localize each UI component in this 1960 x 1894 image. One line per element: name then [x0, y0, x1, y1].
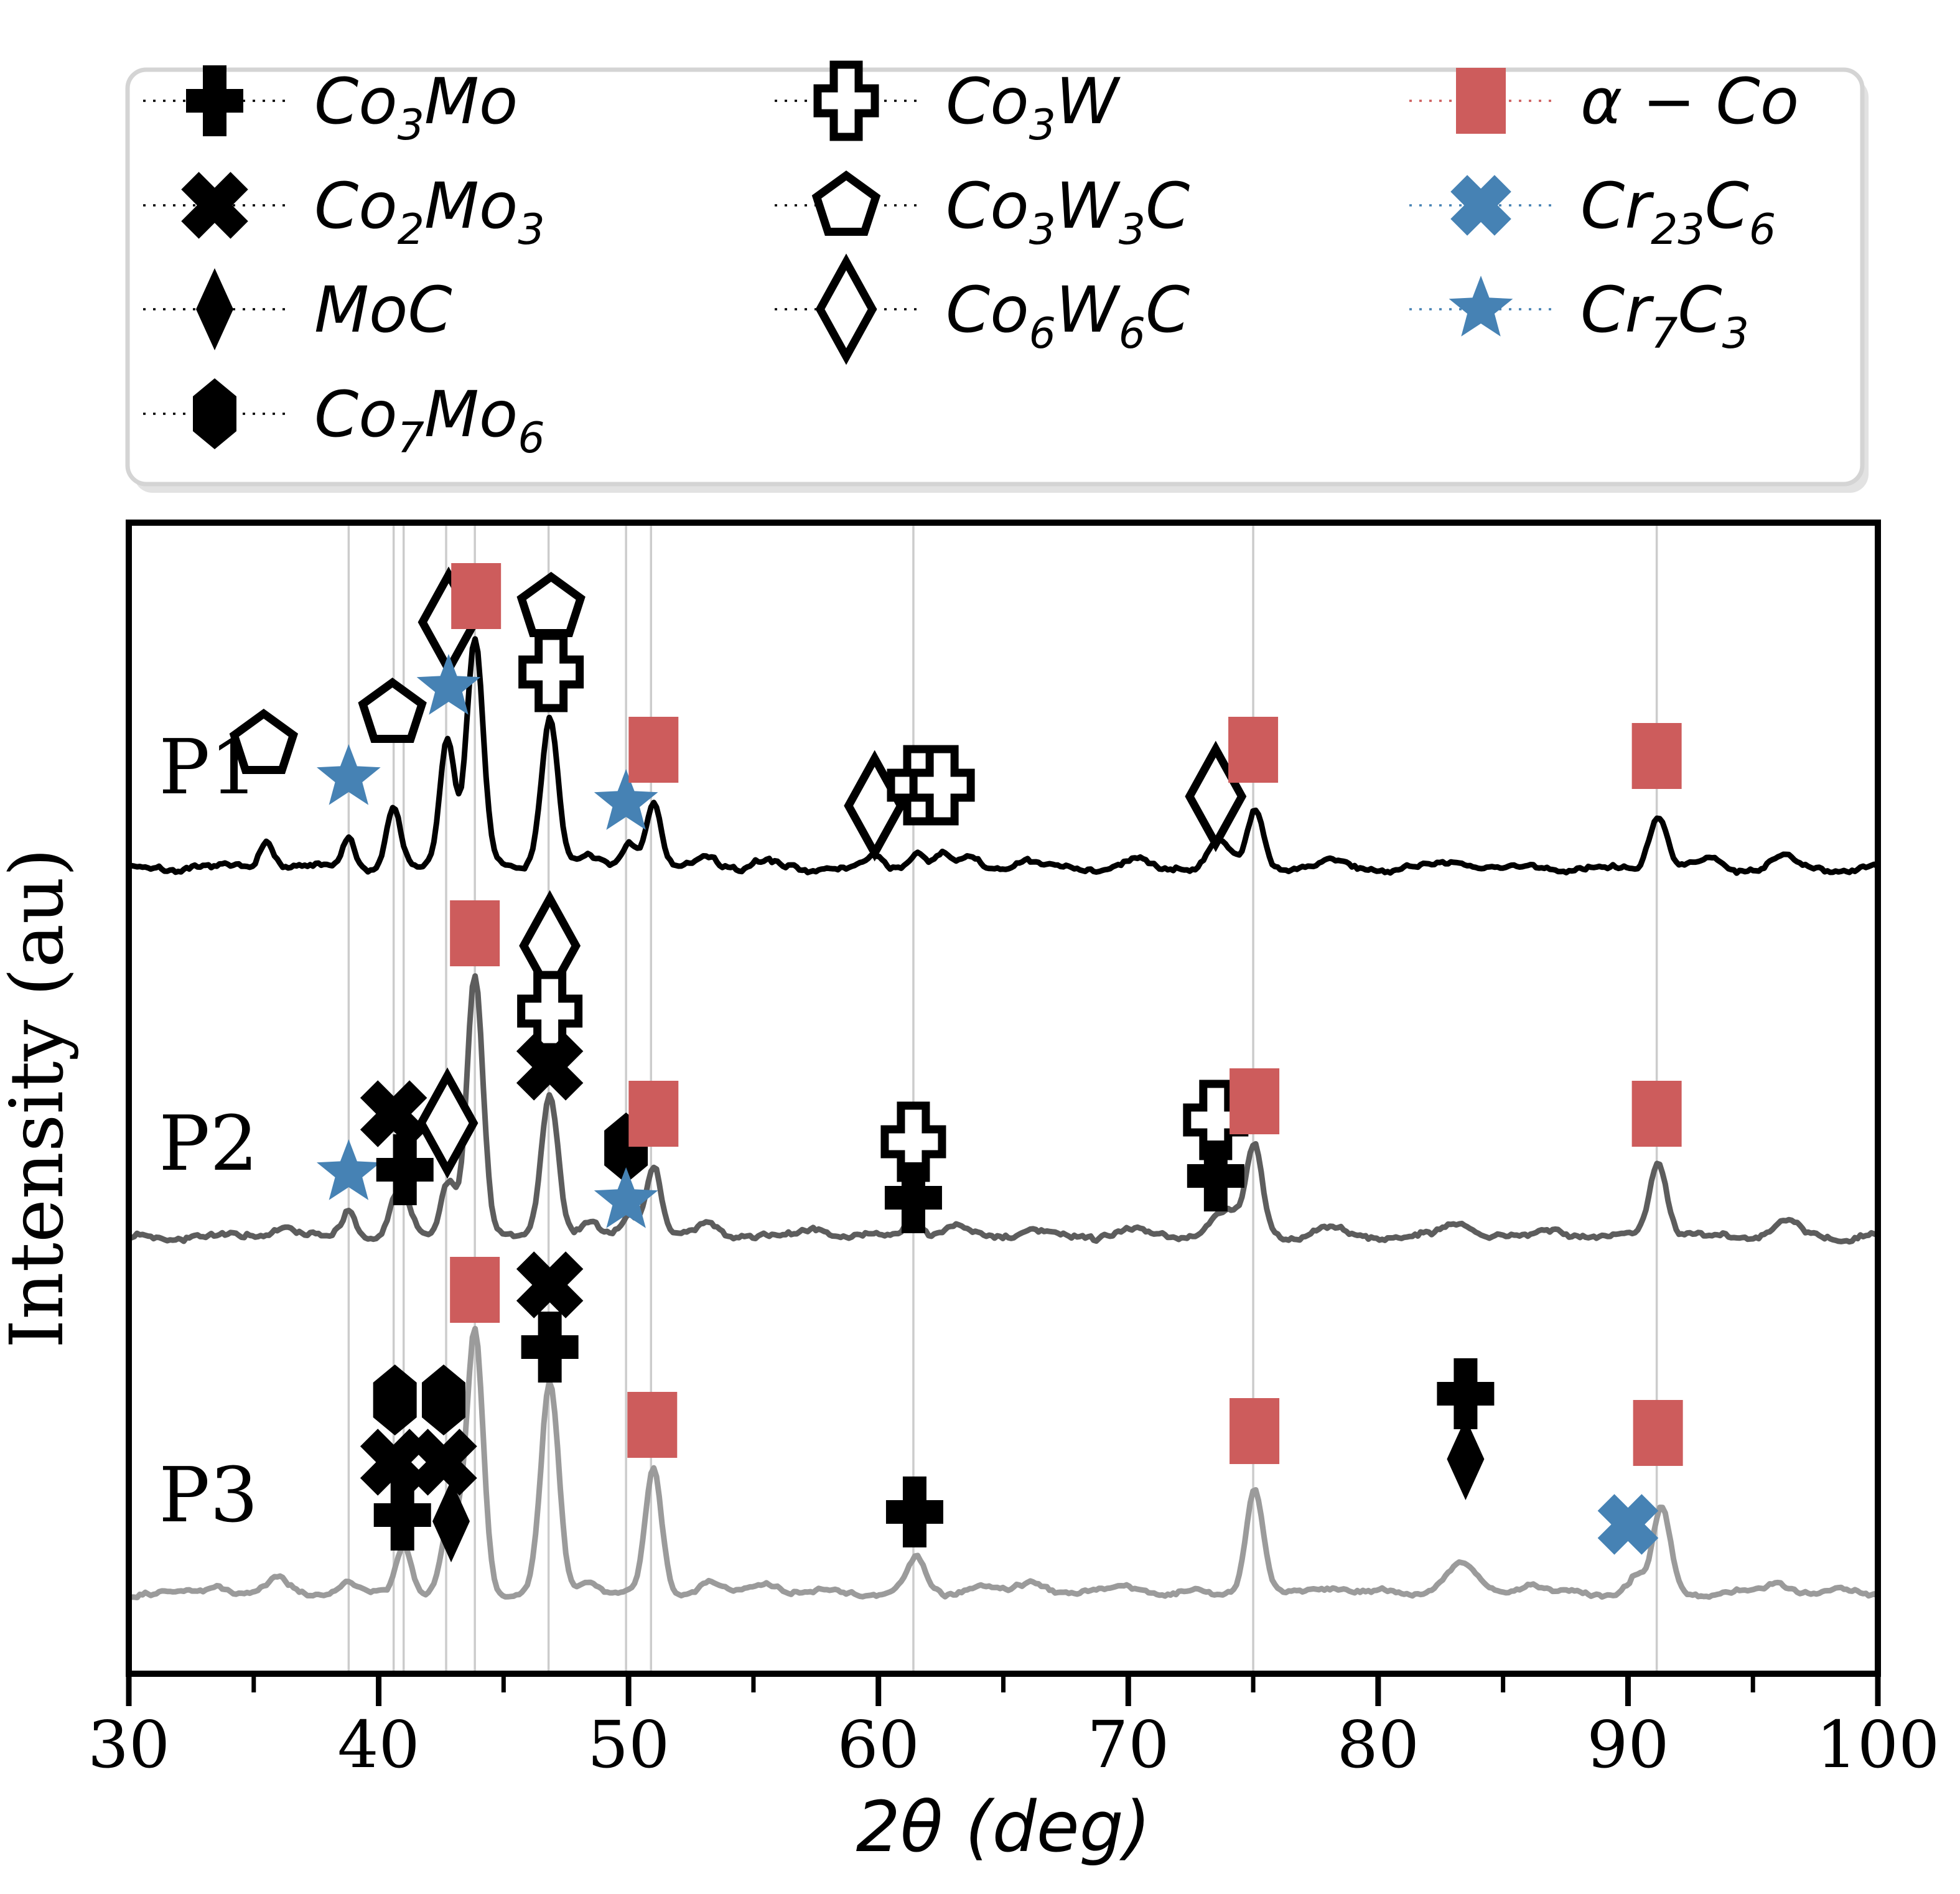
marker-alpha-co-square	[451, 563, 502, 629]
marker-alpha-co-square	[1228, 717, 1279, 783]
marker-cr7c3-star	[594, 769, 658, 830]
marker-co3mo-plus	[1437, 1358, 1495, 1429]
legend-frame	[125, 67, 1865, 487]
marker-co7mo6-hexagon	[373, 1365, 417, 1435]
tick-label-40: 40	[337, 1707, 419, 1783]
marker-alpha-co-square	[628, 717, 679, 783]
legend-entry-co3mo: Co3Mo	[143, 65, 518, 150]
legend-entry-moc: MoC	[143, 268, 452, 350]
marker-co2mo3-x	[410, 1429, 477, 1496]
plot-area: P1 P2 P3 30 40 50 60 70 80 90 100	[88, 520, 1939, 1783]
marker-co3w-open-plus	[813, 60, 879, 141]
legend-entry-co3w: Co3W	[775, 60, 1121, 150]
marker-co3w-open-plus	[518, 632, 584, 712]
marker-co3w3c-pentagon	[358, 677, 427, 743]
tick-label-70: 70	[1087, 1707, 1169, 1783]
marker-co3mo-plus	[376, 1134, 434, 1205]
legend-entry-cr7c3: Cr7C3	[1409, 273, 1749, 358]
marker-co3w-open-plus	[909, 745, 975, 826]
marker-alpha-co-square	[450, 900, 500, 966]
legend-entry-co7mo6: Co7Mo6	[143, 378, 545, 463]
marker-alpha-co-square	[1631, 723, 1682, 789]
marker-alpha-co-square	[450, 1257, 500, 1323]
marker-co3mo-plus	[186, 65, 243, 136]
tick-label-100: 100	[1816, 1707, 1940, 1783]
tick-label-50: 50	[587, 1707, 670, 1783]
marker-moc-diamond	[432, 1480, 470, 1562]
phase-markers	[229, 563, 1683, 1562]
marker-alpha-co-square	[1631, 1081, 1682, 1147]
marker-cr7c3-star	[594, 1167, 658, 1228]
marker-cr7c3-star	[416, 654, 481, 715]
marker-cr23c6-x	[1450, 175, 1511, 236]
tick-label-90: 90	[1587, 1707, 1669, 1783]
legend-label-co2mo3: Co2Mo3	[314, 169, 545, 254]
tick-label-30: 30	[88, 1707, 170, 1783]
marker-alpha-co-square	[1633, 1400, 1683, 1466]
legend-label-moc: MoC	[314, 273, 452, 347]
legend-label-cr23c6: Cr23C6	[1580, 169, 1776, 254]
x-axis-tick-labels: 30 40 50 60 70 80 90 100	[88, 1707, 1939, 1783]
marker-alpha-co-square	[1230, 1398, 1280, 1464]
marker-cr23c6-x	[1597, 1494, 1659, 1555]
marker-alpha-co-square	[628, 1081, 679, 1147]
marker-co7mo6-hexagon	[421, 1365, 465, 1435]
marker-co7mo6-hexagon	[193, 378, 236, 449]
series-labels: P1 P2 P3	[159, 723, 258, 1539]
legend: Co3Mo Co2Mo3 MoC Co7Mo6 Co3W Co3W3C Co6W6C α − …	[125, 60, 1869, 493]
tick-label-60: 60	[838, 1707, 920, 1783]
legend-label-cr7c3: Cr7C3	[1580, 273, 1749, 358]
series-label-P1: P1	[159, 723, 258, 811]
tick-label-80: 80	[1337, 1707, 1419, 1783]
marker-co2mo3-x	[516, 1251, 584, 1318]
y-axis-label: Intensity (au)	[0, 848, 80, 1348]
marker-co6w6c-open-diamond	[815, 253, 877, 365]
legend-label-co7mo6: Co7Mo6	[314, 378, 545, 463]
marker-co3mo-plus	[885, 1476, 943, 1547]
marker-moc-diamond	[1447, 1418, 1485, 1500]
legend-label-co3w: Co3W	[946, 65, 1121, 150]
marker-co3mo-plus	[884, 1162, 942, 1233]
x-axis-label: 2θ (deg)	[856, 1787, 1151, 1868]
x-axis-ticks	[126, 1674, 1881, 1706]
legend-label-co6w6c: Co6W6C	[946, 273, 1190, 358]
marker-co2mo3-x	[360, 1429, 427, 1496]
marker-co3w-open-plus	[1183, 1080, 1249, 1160]
marker-co2mo3-x	[360, 1080, 427, 1147]
marker-co2mo3-x	[516, 1033, 584, 1101]
legend-entry-co3w3c: Co3W3C	[775, 169, 1190, 254]
legend-entry-alphaco: α − Co	[1409, 65, 1799, 139]
series-label-P3: P3	[159, 1451, 258, 1539]
series-label-P2: P2	[159, 1099, 258, 1188]
legend-label-co3mo: Co3Mo	[314, 65, 518, 150]
marker-co3mo-plus	[1187, 1141, 1244, 1211]
legend-entry-cr23c6: Cr23C6	[1409, 169, 1776, 254]
marker-co6w6c-open-diamond	[416, 1067, 478, 1179]
legend-label-alphaco: α − Co	[1580, 65, 1799, 139]
marker-co3mo-plus	[373, 1480, 431, 1551]
marker-alpha-co-square	[1456, 68, 1506, 134]
curve-P3	[126, 1325, 1880, 1600]
legend-entry-co2mo3: Co2Mo3	[143, 169, 545, 254]
curve-P2	[126, 973, 1880, 1245]
legend-entry-co6w6c: Co6W6C	[775, 253, 1190, 365]
marker-cr7c3-star	[317, 744, 381, 805]
marker-alpha-co-square	[1230, 1068, 1280, 1134]
marker-moc-diamond	[196, 268, 233, 350]
marker-co2mo3-x	[181, 172, 248, 239]
xrd-curves	[126, 636, 1880, 1600]
marker-co3w3c-pentagon	[811, 170, 881, 236]
marker-cr7c3-star	[317, 1139, 381, 1200]
curve-P1	[126, 636, 1880, 876]
legend-label-co3w3c: Co3W3C	[946, 169, 1190, 254]
marker-co3mo-plus	[521, 1312, 579, 1383]
marker-cr7c3-star	[1449, 276, 1513, 337]
marker-co3w-open-plus	[880, 1101, 946, 1182]
marker-co3w3c-pentagon	[229, 708, 299, 774]
marker-alpha-co-square	[627, 1392, 678, 1458]
